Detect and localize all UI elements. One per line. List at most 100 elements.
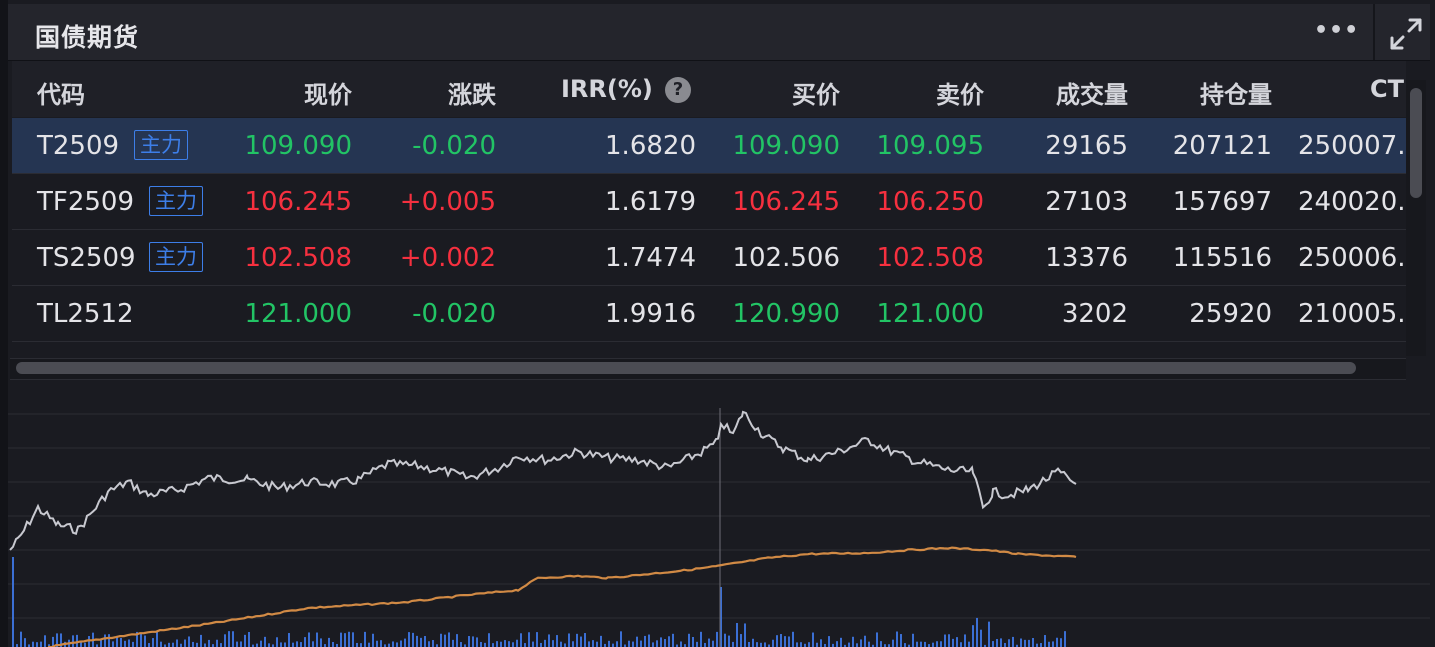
volume-bar: [356, 642, 358, 647]
volume-bar: [400, 640, 402, 647]
volume-bar: [360, 643, 362, 647]
volume-bar: [500, 641, 502, 647]
volume-bar: [548, 634, 550, 647]
volume-bar: [728, 635, 730, 647]
volume-bar: [636, 636, 638, 647]
cell-bid: 109.090: [732, 131, 840, 161]
expand-button[interactable]: [1388, 16, 1424, 52]
volume-bar: [620, 631, 622, 647]
volume-bar: [1060, 638, 1062, 647]
volume-bar: [280, 642, 282, 647]
volume-bar: [112, 641, 114, 647]
volume-bar: [664, 639, 666, 647]
main-contract-badge: 主力: [149, 186, 203, 216]
volume-bar: [376, 640, 378, 647]
volume-bar: [16, 644, 18, 647]
volume-bar: [156, 631, 158, 647]
volume-bar: [952, 638, 954, 647]
volume-bar: [144, 635, 146, 647]
col-header-volume[interactable]: 成交量: [1056, 81, 1128, 109]
volume-bar: [576, 633, 578, 647]
volume-bar: [508, 641, 510, 647]
volume-bar: [724, 633, 726, 647]
volume-bar: [924, 641, 926, 647]
question-circle-icon[interactable]: ?: [665, 77, 691, 103]
volume-bar: [56, 633, 58, 647]
col-header-ask[interactable]: 卖价: [936, 81, 984, 109]
volume-bar: [976, 617, 978, 647]
volume-bar: [468, 636, 470, 647]
volume-bar: [992, 641, 994, 647]
col-header-change[interactable]: 涨跌: [448, 81, 496, 109]
volume-bar: [480, 641, 482, 647]
volume-bar: [556, 635, 558, 647]
volume-bar: [900, 634, 902, 647]
col-header-ctd[interactable]: CT: [1370, 75, 1404, 103]
volume-bar: [776, 635, 778, 647]
volume-bar: [920, 641, 922, 647]
volume-bar: [672, 633, 674, 647]
volume-bar: [108, 634, 110, 647]
volume-bar: [260, 640, 262, 647]
volume-bar: [524, 643, 526, 647]
volume-bar: [292, 642, 294, 647]
volume-bar: [748, 641, 750, 647]
volume-bar: [864, 635, 866, 647]
volume-bar: [1020, 638, 1022, 647]
volume-bar: [364, 631, 366, 647]
horizontal-scrollbar-thumb[interactable]: [16, 362, 1356, 374]
volume-bar: [164, 644, 166, 647]
volume-bar: [1028, 639, 1030, 647]
table-row[interactable]: TF2509 主力 106.245 +0.005 1.6179 106.245 106.25…: [12, 174, 1406, 230]
vertical-scrollbar-thumb[interactable]: [1410, 88, 1422, 198]
volume-bar: [564, 643, 566, 647]
volume-bar: [680, 641, 682, 647]
volume-bar: [252, 644, 254, 647]
col-header-code[interactable]: 代码: [37, 81, 85, 109]
table-row[interactable]: T2509 主力 109.090 -0.020 1.6820 109.090 109.095…: [12, 118, 1406, 174]
volume-bar: [936, 641, 938, 647]
volume-bar: [140, 633, 142, 647]
volume-bar: [256, 643, 258, 647]
col-header-open-interest[interactable]: 持仓量: [1200, 81, 1272, 109]
volume-bar: [784, 636, 786, 647]
volume-bar: [644, 635, 646, 647]
volume-bar: [348, 631, 350, 647]
volume-bar: [172, 642, 174, 647]
volume-bar: [560, 641, 562, 647]
price-line: [9, 410, 1077, 551]
more-dots-icon: •••: [1314, 18, 1360, 43]
cell-code: T2509: [37, 131, 120, 161]
volume-bar: [872, 644, 874, 647]
table-row[interactable]: TL2512 121.000 -0.020 1.9916 120.990 121.000 3…: [12, 286, 1406, 342]
volume-bar: [944, 634, 946, 647]
volume-bar: [1012, 636, 1014, 647]
col-header-bid[interactable]: 买价: [792, 81, 840, 109]
volume-bar: [304, 637, 306, 647]
volume-bar: [460, 642, 462, 647]
volume-bar: [704, 642, 706, 647]
volume-bar: [596, 641, 598, 647]
cell-code: TS2509: [37, 243, 136, 273]
col-header-price[interactable]: 现价: [304, 81, 352, 109]
volume-bar: [624, 644, 626, 647]
volume-bar: [908, 644, 910, 647]
col-header-irr[interactable]: IRR(%): [561, 75, 653, 103]
volume-bar: [1008, 639, 1010, 647]
more-options-button[interactable]: •••: [1314, 12, 1358, 52]
cell-open-interest: 25920: [1189, 299, 1272, 329]
table-row[interactable]: TS2509 主力 102.508 +0.002 1.7474 102.506 102.50…: [12, 230, 1406, 286]
volume-bar: [312, 641, 314, 647]
volume-bar: [584, 633, 586, 647]
volume-bar: [72, 635, 74, 647]
volume-bar: [720, 587, 722, 647]
cell-price: 121.000: [244, 299, 352, 329]
volume-bar: [540, 642, 542, 647]
volume-bar: [464, 644, 466, 647]
cell-ctd: 210005.: [1298, 299, 1406, 329]
volume-bar: [520, 633, 522, 647]
volume-bar: [972, 625, 974, 647]
volume-bar: [320, 638, 322, 647]
cell-ask: 106.250: [876, 187, 984, 217]
cell-ctd: 250006.: [1298, 243, 1406, 273]
